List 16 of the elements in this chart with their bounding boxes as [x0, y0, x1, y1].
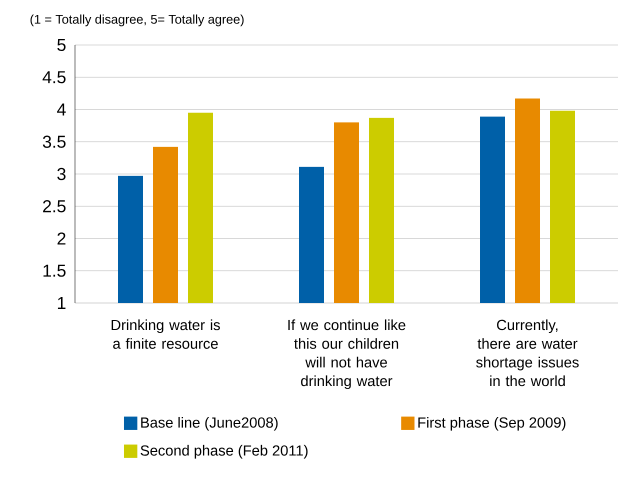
y-tick-label: 4.5 — [42, 71, 66, 84]
x-tick-label: If we continue like this our children will not have drinking water — [288, 319, 406, 390]
y-tick-label: 1 — [58, 297, 66, 309]
chart-title: (1 = Totally disagree, 5= Totally agree) — [30, 14, 244, 26]
legend-label: Base line (June2008) — [141, 416, 278, 431]
legend-label: Second phase (Feb 2011) — [140, 444, 308, 459]
x-tick-label: Currently, there are water shortage issues in the world — [476, 319, 579, 386]
y-tick-label: 1.5 — [44, 264, 66, 277]
legend-label: First phase (Sep 2009) — [418, 416, 566, 431]
y-tick-label: 3 — [57, 168, 66, 180]
y-tick-label: 2.5 — [43, 200, 66, 212]
x-tick-label: Drinking water is a finite resource — [112, 319, 220, 349]
y-tick-label: 5 — [57, 38, 66, 52]
y-tick-label: 2 — [58, 232, 66, 245]
y-tick-label: 4 — [57, 104, 66, 116]
y-tick-label: 3.5 — [42, 136, 66, 148]
